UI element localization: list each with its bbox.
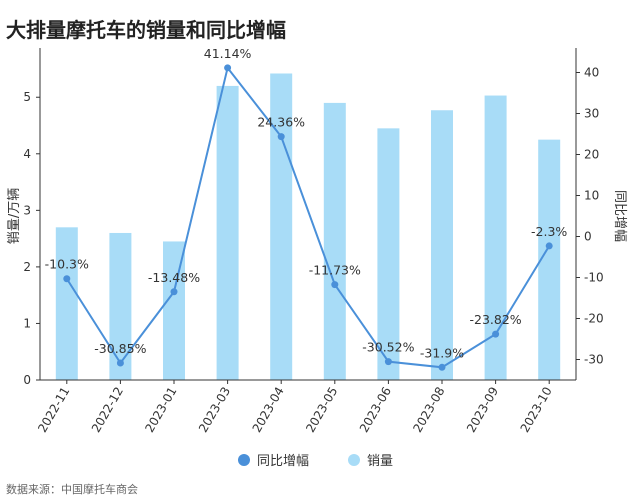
bar-series (55, 73, 561, 381)
x-tick-label: 2023-03 (196, 385, 233, 435)
source-note: 数据来源：中国摩托车商会 (6, 483, 138, 496)
left-tick-label: 4 (23, 147, 31, 161)
right-tick-label: 10 (584, 189, 599, 203)
data-label-2022-12: -30.85% (94, 341, 146, 356)
x-tick-label: 2023-10 (518, 385, 555, 435)
legend-label: 同比增幅 (257, 454, 309, 469)
bar-2023-10 (538, 139, 561, 380)
left-tick-label: 1 (23, 316, 31, 330)
legend-item-1: 销量 (348, 454, 393, 469)
right-tick-label: 30 (584, 107, 599, 121)
legend-marker (348, 454, 360, 466)
left-axis-title: 销量/万辆 (7, 188, 22, 244)
data-labels: -10.3% -30.85% -13.48% 41.14% 24.36% -11.73% -… (45, 46, 568, 360)
bar-2022-11 (55, 227, 78, 380)
data-label-2022-11: -10.3% (45, 257, 89, 272)
data-label-2023-04: 24.36% (257, 115, 305, 130)
yoy-point-2022-11 (63, 275, 71, 283)
x-tick-label: 2023-06 (357, 385, 394, 435)
right-tick-label: 40 (584, 66, 599, 80)
bar-2023-06 (377, 128, 400, 380)
left-tick-label: 0 (23, 373, 31, 387)
legend-item-0: 同比增幅 (238, 454, 309, 469)
axes: 0 1 2 3 4 5 -30 -20 -10 0 10 20 30 40 2022-11 2022-12 20… (7, 48, 627, 435)
bar-2023-09 (484, 95, 507, 380)
right-tick-label: -20 (584, 312, 604, 326)
right-tick-label: 20 (584, 148, 599, 162)
bar-2023-01 (163, 241, 185, 380)
yoy-point-2023-04 (277, 133, 285, 141)
yoy-point-2023-06 (384, 358, 392, 366)
bar-2023-03 (216, 85, 239, 381)
left-tick-label: 3 (23, 203, 31, 217)
right-axis-title: 同比增幅 (612, 190, 627, 242)
right-tick-label: -10 (584, 271, 604, 285)
x-tick-label: 2023-08 (410, 385, 447, 435)
legend: 同比增幅 销量 (238, 454, 393, 469)
data-label-2023-09: -23.82% (470, 312, 522, 327)
left-tick-label: 2 (23, 260, 31, 274)
right-tick-label: -30 (584, 353, 604, 367)
x-tick-label: 2023-05 (303, 385, 340, 435)
bar-2023-05 (323, 102, 346, 381)
right-tick-label: 0 (584, 230, 592, 244)
left-tick-label: 5 (23, 90, 31, 104)
x-tick-label: 2022-11 (35, 385, 72, 435)
yoy-point-2023-10 (545, 242, 553, 250)
x-tick-label: 2023-09 (464, 384, 501, 434)
data-label-2023-01: -13.48% (148, 270, 200, 285)
data-label-2023-06: -30.52% (362, 340, 414, 355)
x-tick-label: 2022-12 (89, 385, 126, 435)
yoy-point-2023-01 (170, 288, 178, 296)
line-series (63, 64, 553, 371)
data-label-2023-03: 41.14% (204, 46, 252, 61)
x-tick-label: 2023-04 (250, 385, 287, 435)
yoy-growth-line (65, 65, 551, 369)
yoy-point-2023-05 (331, 281, 339, 289)
data-label-2023-08: -31.9% (420, 345, 464, 360)
yoy-point-2022-12 (116, 359, 124, 367)
yoy-point-2023-09 (492, 330, 500, 338)
bar-2023-08 (431, 110, 453, 380)
chart-title: 大排量摩托车的销量和同比增幅 (6, 18, 286, 42)
bar-2022-12 (109, 232, 132, 380)
legend-label: 销量 (367, 454, 393, 469)
x-tick-label: 2023-01 (142, 385, 179, 435)
yoy-point-2023-08 (438, 363, 446, 371)
data-label-2023-05: -11.73% (309, 263, 361, 278)
data-label-2023-10: -2.3% (531, 224, 567, 239)
yoy-point-2023-03 (224, 64, 232, 72)
legend-marker (238, 454, 250, 466)
